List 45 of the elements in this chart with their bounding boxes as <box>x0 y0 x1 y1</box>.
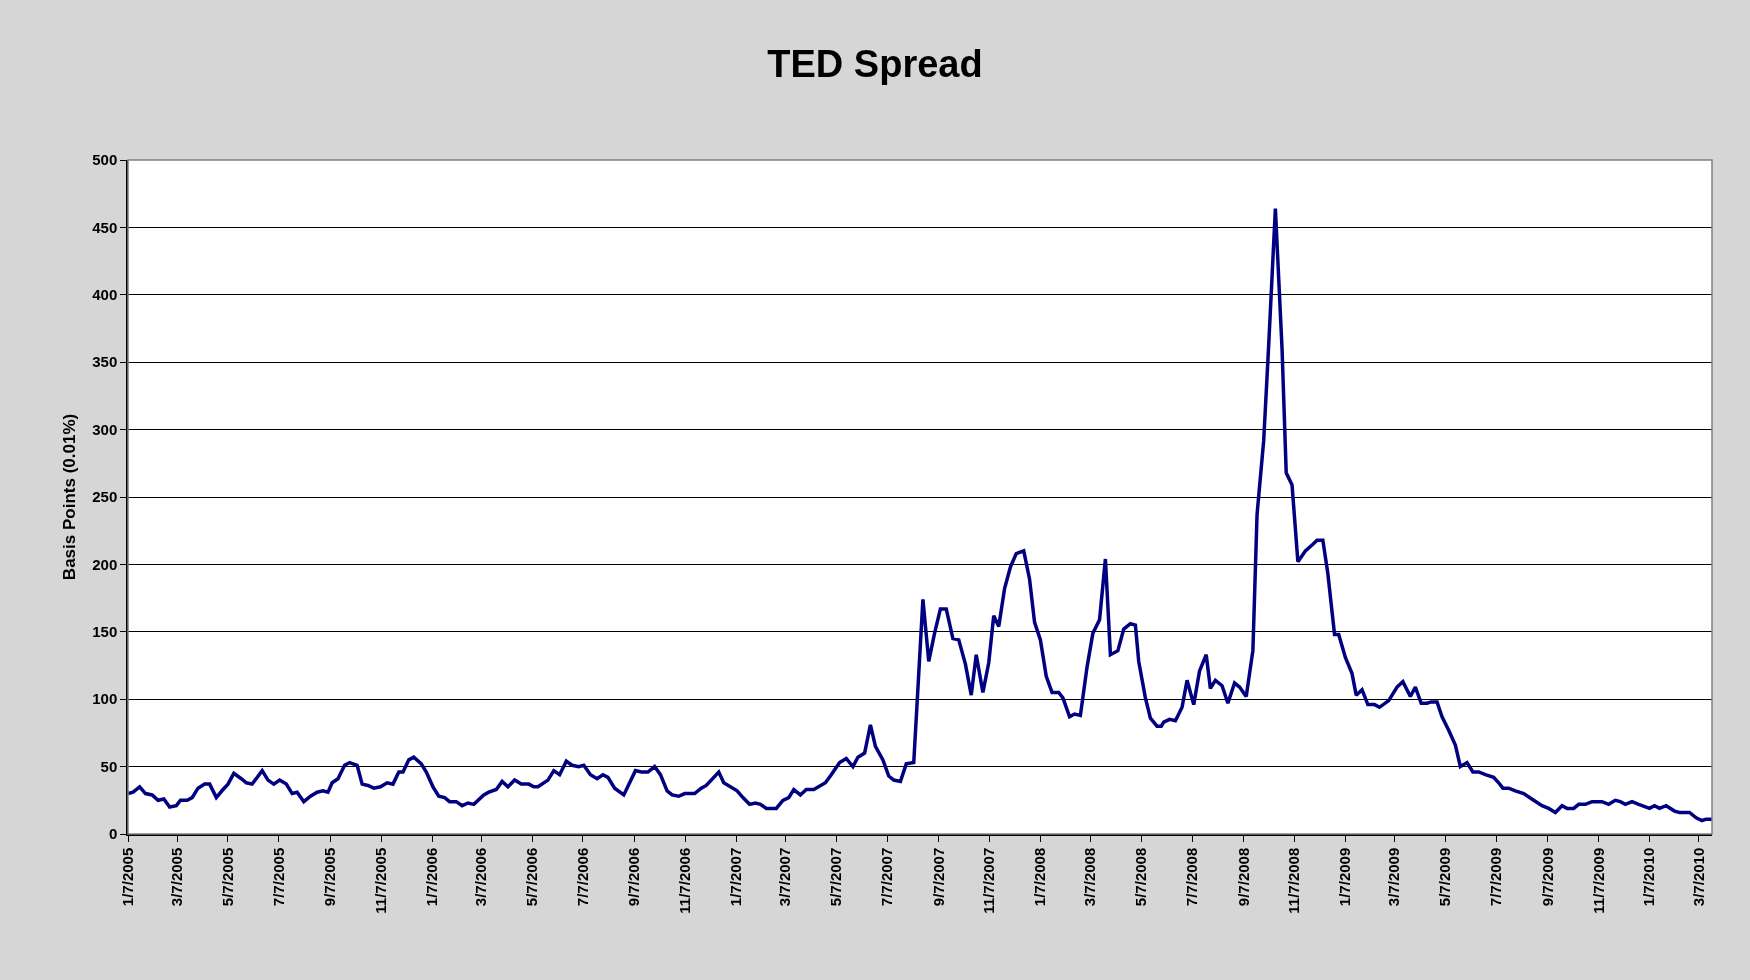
x-tick-label: 5/7/2008 <box>1132 847 1150 907</box>
x-tick-label: 5/7/2009 <box>1436 847 1454 907</box>
y-tick-label: 450 <box>92 218 118 236</box>
y-tick-label: 50 <box>100 757 118 775</box>
y-axis-title: Basis Points (0.01%) <box>60 413 80 581</box>
x-tick-label: 9/7/2008 <box>1234 847 1252 907</box>
x-tick-label: 5/7/2007 <box>827 847 845 907</box>
chart-title: TED Spread <box>767 43 983 85</box>
x-tick-label: 3/7/2010 <box>1689 847 1707 907</box>
x-tick-label: 1/7/2009 <box>1336 847 1354 907</box>
x-tick-label: 7/7/2008 <box>1182 847 1200 907</box>
x-tick-label: 3/7/2008 <box>1081 847 1099 907</box>
y-tick-label: 100 <box>92 690 118 708</box>
x-tick-label: 3/7/2009 <box>1385 847 1403 907</box>
x-tick-label: 3/7/2006 <box>472 847 490 907</box>
x-tick-label: 3/7/2005 <box>168 847 186 907</box>
x-tick-label: 11/7/2007 <box>980 847 998 914</box>
x-tick-label: 3/7/2007 <box>776 847 794 907</box>
x-tick-label: 1/7/2010 <box>1640 847 1658 907</box>
y-tick-label: 500 <box>92 151 118 169</box>
x-tick-label: 9/7/2005 <box>321 847 339 907</box>
x-tick-label: 9/7/2009 <box>1538 847 1556 907</box>
x-tick-label: 5/7/2005 <box>218 847 236 907</box>
x-tick-label: 11/7/2008 <box>1285 847 1303 914</box>
x-tick-label: 1/7/2005 <box>118 847 136 907</box>
y-tick-label: 350 <box>92 353 118 371</box>
x-tick-label: 5/7/2006 <box>522 847 540 907</box>
x-tick-label: 7/7/2005 <box>269 847 287 907</box>
x-tick-label: 11/7/2006 <box>676 847 694 914</box>
y-tick-label: 400 <box>92 286 118 304</box>
y-tick-label: 300 <box>92 420 118 438</box>
y-tick-label: 200 <box>92 555 118 573</box>
x-tick-label: 11/7/2005 <box>372 847 390 914</box>
x-tick-label: 1/7/2006 <box>423 847 441 907</box>
y-tick-label: 0 <box>108 825 118 843</box>
x-tick-label: 7/7/2006 <box>573 847 591 907</box>
x-tick-label: 9/7/2006 <box>625 847 643 907</box>
x-tick-label: 1/7/2008 <box>1031 847 1049 907</box>
y-tick-label: 250 <box>92 488 118 506</box>
x-tick-label: 7/7/2009 <box>1487 847 1505 907</box>
y-tick-label: 150 <box>92 623 118 641</box>
x-tick-label: 7/7/2007 <box>877 847 895 907</box>
x-tick-label: 11/7/2009 <box>1589 847 1607 914</box>
x-tick-label: 9/7/2007 <box>929 847 947 907</box>
x-tick-label: 1/7/2007 <box>727 847 745 907</box>
